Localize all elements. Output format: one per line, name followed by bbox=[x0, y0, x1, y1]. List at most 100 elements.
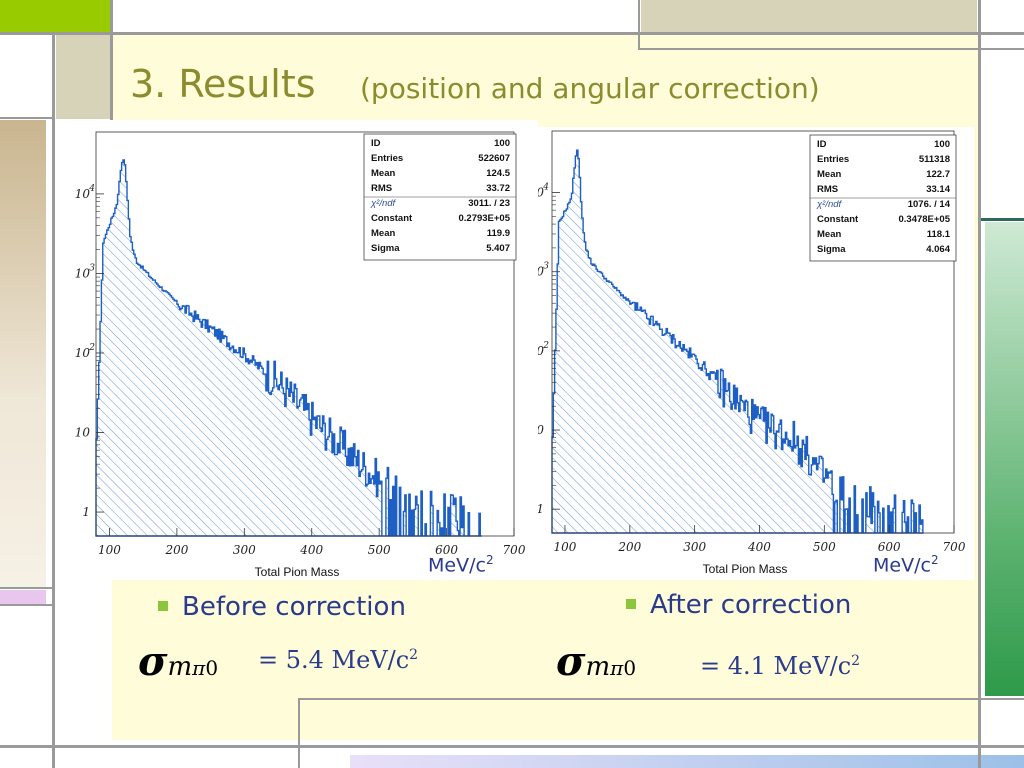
sigma-m: m bbox=[167, 652, 193, 682]
y-tick-label: 0 bbox=[538, 344, 544, 358]
sigma-pi: π bbox=[610, 656, 624, 680]
result-exponent: 2 bbox=[851, 653, 861, 669]
frame-line bbox=[0, 117, 52, 119]
result-after: = 4.1 MeV/c2 bbox=[700, 652, 860, 680]
stats-label: Entries bbox=[371, 153, 403, 164]
plot-frame bbox=[551, 130, 955, 534]
y-tick-label: 1 bbox=[538, 502, 544, 516]
stats-label: Constant bbox=[371, 213, 413, 224]
bullet-before-correction: Before correction bbox=[158, 592, 406, 622]
stats-label: RMS bbox=[371, 183, 392, 194]
deco-khaki-block-left bbox=[56, 35, 110, 119]
stats-value: 0.2793E+05 bbox=[458, 213, 510, 224]
result-text: = 4.1 MeV/c bbox=[700, 652, 852, 680]
sigma-formula-after: σmπ0 bbox=[556, 638, 636, 685]
deco-tan-strip bbox=[0, 120, 46, 588]
stats-value: 0.3478E+05 bbox=[898, 214, 950, 225]
x-tick-label: 300 bbox=[683, 540, 706, 554]
x-tick-label: 100 bbox=[554, 540, 577, 554]
deco-khaki-block-top bbox=[641, 0, 977, 32]
stats-label: Mean bbox=[371, 228, 395, 239]
bullet-after-correction: After correction bbox=[626, 590, 851, 620]
deco-lilac-strip bbox=[0, 590, 46, 604]
stats-value: 122.7 bbox=[926, 169, 950, 180]
stats-label: χ²/ndf bbox=[816, 199, 843, 210]
frame-line bbox=[0, 604, 52, 606]
x-tick-label: 700 bbox=[943, 540, 966, 554]
y-tick-label: 0 bbox=[538, 265, 544, 279]
sigma-pi: π bbox=[192, 656, 206, 680]
unit-exponent: 2 bbox=[485, 553, 494, 567]
unit-text: MeV/c bbox=[428, 554, 486, 577]
sigma-zero: 0 bbox=[623, 656, 637, 680]
frame-line bbox=[298, 698, 300, 768]
stats-label: Mean bbox=[817, 229, 841, 240]
y-tick-exponent: 3 bbox=[89, 263, 95, 273]
stats-label: Entries bbox=[817, 154, 849, 165]
plot-frame bbox=[95, 131, 515, 537]
sigma-zero: 0 bbox=[205, 656, 219, 680]
deco-blue-strip bbox=[350, 755, 1024, 768]
x-unit-label-after: MeV/c2 bbox=[873, 553, 939, 576]
x-tick-label: 300 bbox=[233, 543, 256, 557]
stats-label: Mean bbox=[817, 169, 841, 180]
stats-label: ID bbox=[371, 138, 381, 149]
unit-exponent: 2 bbox=[930, 553, 939, 567]
y-tick-label: 1 bbox=[82, 505, 90, 519]
y-tick-label: 10 bbox=[75, 426, 91, 440]
slide-title: 3. Results bbox=[130, 62, 316, 106]
result-text: = 5.4 MeV/c bbox=[258, 646, 410, 674]
y-tick-exponent: 2 bbox=[542, 341, 549, 351]
result-exponent: 2 bbox=[409, 647, 419, 663]
x-tick-label: 100 bbox=[98, 543, 121, 557]
sigma-symbol: σ bbox=[556, 638, 586, 685]
stats-value: 3011. / 23 bbox=[468, 198, 510, 209]
y-tick-label: 0 bbox=[538, 423, 544, 437]
bullet-square-icon bbox=[158, 601, 168, 611]
sigma-formula-before: σmπ0 bbox=[138, 638, 218, 685]
stats-value: 100 bbox=[934, 139, 950, 150]
frame-line bbox=[0, 32, 1024, 35]
stats-label: Constant bbox=[817, 214, 859, 225]
frame-line bbox=[298, 698, 1024, 700]
x-tick-label: 500 bbox=[813, 540, 836, 554]
x-tick-label: 400 bbox=[747, 540, 771, 554]
stats-value: 100 bbox=[494, 138, 510, 149]
stats-label: Sigma bbox=[371, 243, 400, 254]
y-tick-exponent: 2 bbox=[88, 343, 95, 353]
stats-label: χ²/ndf bbox=[370, 198, 397, 209]
stats-value: 118.1 bbox=[927, 229, 951, 240]
stats-label: RMS bbox=[817, 184, 838, 195]
x-tick-label: 400 bbox=[299, 543, 323, 557]
bullet-text: Before correction bbox=[182, 592, 406, 622]
stats-label: Sigma bbox=[817, 244, 846, 255]
stats-label: ID bbox=[817, 139, 827, 150]
frame-line bbox=[52, 32, 55, 768]
histogram-chart-before: 100 200 300 400 500 600 700 Total Pion Mass 1 10 1… bbox=[75, 131, 526, 579]
frame-line bbox=[981, 698, 1024, 700]
y-tick-label: 10 bbox=[75, 187, 91, 201]
result-before: = 5.4 MeV/c2 bbox=[258, 646, 418, 674]
bullet-text: After correction bbox=[650, 590, 852, 620]
stats-value: 5.407 bbox=[486, 243, 510, 254]
x-tick-label: 700 bbox=[503, 543, 526, 557]
x-axis-label: Total Pion Mass bbox=[703, 562, 788, 576]
histogram-area bbox=[551, 149, 924, 534]
sigma-m: m bbox=[585, 652, 611, 682]
deco-green-strip bbox=[985, 222, 1024, 696]
frame-line bbox=[638, 0, 640, 50]
stats-value: 33.72 bbox=[486, 183, 510, 194]
x-tick-label: 600 bbox=[878, 540, 901, 554]
x-unit-label-before: MeV/c2 bbox=[428, 553, 494, 576]
frame-line bbox=[0, 587, 52, 589]
stats-value: 1076. / 14 bbox=[908, 199, 951, 210]
y-tick-exponent: 4 bbox=[542, 183, 549, 193]
y-tick-exponent: 4 bbox=[88, 184, 95, 194]
frame-line bbox=[638, 48, 1024, 50]
stats-label: Mean bbox=[371, 168, 395, 179]
bullet-square-icon bbox=[626, 599, 636, 609]
x-tick-label: 200 bbox=[164, 543, 188, 557]
stats-value: 4.064 bbox=[926, 244, 950, 255]
frame-line bbox=[978, 0, 981, 768]
